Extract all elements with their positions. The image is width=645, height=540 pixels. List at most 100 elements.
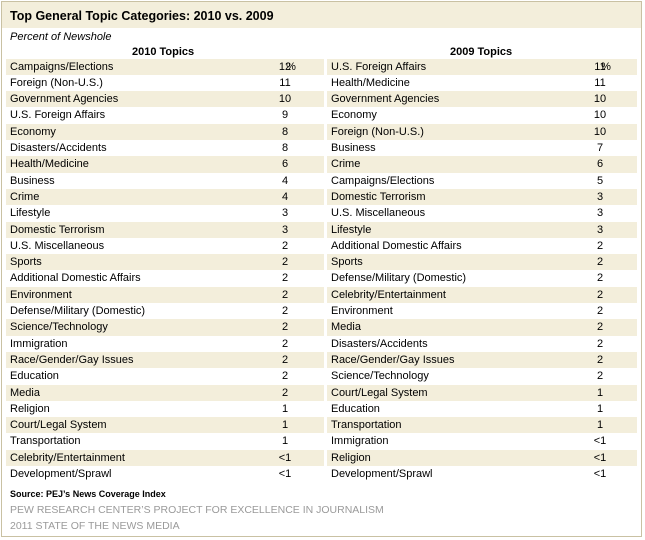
topic-value: 7 [596,142,604,154]
table-row-2009: Celebrity/Entertainment 2 [327,286,637,303]
topic-label: Disasters/Accidents [10,142,107,154]
topic-label: U.S. Miscellaneous [331,207,426,220]
topic-label: Transportation [10,435,81,448]
topic-label: Celebrity/Entertainment [331,288,446,301]
topic-value: 2 [596,272,604,285]
topic-label: Development/Sprawl [10,468,112,480]
topic-value: 11 [594,60,606,73]
table-row-2010: Domestic Terrorism 3 [6,221,324,238]
topic-value: <1 [278,468,292,480]
table-row-2009: Health/Medicine 11 [327,75,637,91]
chart-subtitle: Percent of Newshole [10,31,112,43]
topic-label: Immigration [10,337,68,350]
table-row-2009: Religion <1 [327,449,637,466]
topic-value: 9 [281,109,289,122]
topic-value: 1 [281,419,289,432]
topic-value: 1 [596,419,604,432]
topic-label: Lifestyle [331,223,372,236]
topic-label: Health/Medicine [331,76,410,89]
table-row-2010: Defense/Military (Domestic) 2 [6,303,324,319]
topic-value: 2 [281,272,289,285]
topic-value: 6 [596,158,604,171]
topic-value: 2 [281,305,289,317]
topic-label: Domestic Terrorism [10,223,105,236]
table-row-2010: Additional Domestic Affairs 2 [6,270,324,286]
chart-title: Top General Topic Categories: 2010 vs. 2… [10,9,274,23]
column-header-2009: 2009 Topics [450,46,513,58]
topic-label: Transportation [331,419,402,432]
topic-value: 2 [596,305,604,317]
topic-value: <1 [593,451,607,464]
source-note: Source: PEJ’s News Coverage Index [10,489,166,499]
topic-label: Science/Technology [331,370,429,383]
table-row-2010: Science/Technology 2 [6,319,324,336]
topic-label: Foreign (Non-U.S.) [331,125,424,138]
table-row-2009: Domestic Terrorism 3 [327,188,637,206]
topic-label: Additional Domestic Affairs [331,239,462,252]
topic-label: Campaigns/Elections [10,60,114,73]
table-row-2009: Media 2 [327,319,637,336]
percent-unit-mark: % [286,60,296,73]
table-row-2010: Crime 4 [6,188,324,206]
topic-label: Education [331,402,380,415]
topic-label: Celebrity/Entertainment [10,451,125,464]
topic-label: Religion [10,402,50,415]
table-row-2009: U.S. Miscellaneous 3 [327,205,637,221]
topic-value: 12 [278,60,292,73]
topic-value: 1 [596,402,604,415]
topic-value: 11 [279,76,291,89]
topic-value: 2 [281,256,289,269]
topic-label: Lifestyle [10,207,51,220]
topic-value: 2 [281,321,289,334]
table-row-2010: U.S. Foreign Affairs 9 [6,107,324,123]
topic-value: 2 [596,370,604,383]
topic-label: Sports [10,256,42,269]
topic-label: U.S. Miscellaneous [10,239,105,252]
table-row-2010: Business 4 [6,173,324,189]
topic-value: 2 [596,239,604,252]
table-row-2009: Additional Domestic Affairs 2 [327,238,637,254]
topic-value: <1 [278,451,292,464]
table-row-2009: Defense/Military (Domestic) 2 [327,270,637,286]
topic-label: Court/Legal System [10,419,107,432]
topic-value: 3 [596,207,604,220]
topic-label: Court/Legal System [331,386,428,399]
topic-label: Campaigns/Elections [331,174,435,187]
table-row-2009: Development/Sprawl <1 [327,466,637,482]
topic-value: 5 [596,174,604,187]
table-row-2010: Campaigns/Elections 12% [6,58,324,75]
topic-label: Race/Gender/Gay Issues [331,353,455,366]
organization-credit: PEW RESEARCH CENTER’S PROJECT FOR EXCELL… [10,504,384,516]
topic-label: Sports [331,256,363,269]
topic-value: 10 [593,125,607,138]
topic-value: 2 [281,337,289,350]
table-row-2010: Immigration 2 [6,336,324,352]
table-row-2009: Campaigns/Elections 5 [327,173,637,189]
table-row-2010: Transportation 1 [6,433,324,449]
topic-label: Defense/Military (Domestic) [10,305,146,317]
percent-unit-mark: % [601,60,611,73]
topic-value: 2 [281,386,289,399]
topic-value: 1 [596,386,604,399]
table-row-2010: U.S. Miscellaneous 2 [6,238,324,254]
table-row-2010: Environment 2 [6,286,324,303]
topic-value: 2 [281,239,289,252]
table-row-2009: Sports 2 [327,254,637,271]
topic-value: 2 [281,370,289,383]
table-row-2009: Foreign (Non-U.S.) 10 [327,123,637,140]
topic-value: 4 [281,190,289,203]
topic-label: Government Agencies [10,93,119,106]
topic-label: Development/Sprawl [331,468,433,480]
topic-value: <1 [593,435,607,448]
topic-label: Education [10,370,59,383]
topic-value: 2 [281,288,289,301]
topic-label: Media [331,321,361,334]
table-row-2009: Race/Gender/Gay Issues 2 [327,351,637,369]
topic-value: 11 [594,76,606,89]
title-bar: Top General Topic Categories: 2010 vs. 2… [2,2,641,28]
table-row-2009: Government Agencies 10 [327,91,637,108]
topic-value: 10 [593,93,607,106]
table-row-2010: Celebrity/Entertainment <1 [6,449,324,466]
topic-label: Race/Gender/Gay Issues [10,353,134,366]
table-row-2010: Religion 1 [6,401,324,417]
